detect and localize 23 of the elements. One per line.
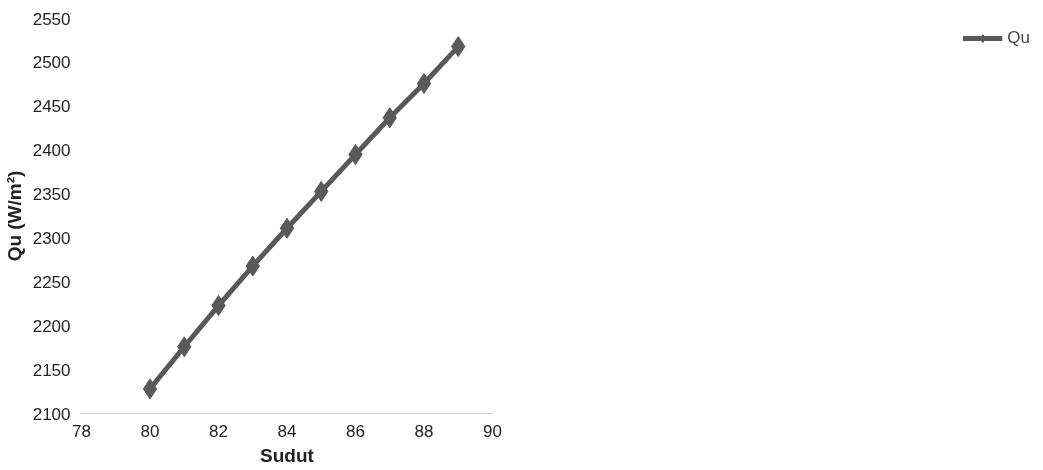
y-tick-label: 2300 [32,228,71,248]
x-tick-label: 82 [209,421,228,441]
y-tick-label: 2450 [32,97,71,117]
point [142,378,158,400]
y-tick-label: 2350 [32,185,71,205]
y-tick-label: 2500 [32,53,71,73]
y-tick-label: 2250 [32,272,71,292]
x-axis-title: Sudut [260,444,315,466]
x-tick-label: 86 [346,421,365,441]
x-tick-label: 78 [72,421,91,441]
point [416,72,432,94]
legend-label: Qu [1007,28,1030,48]
y-tick-label: 2100 [32,404,71,424]
x-tick-label: 80 [140,421,160,441]
y-tick-label: 2550 [32,9,71,29]
point [279,217,295,239]
y-tick-label: 2400 [32,141,71,161]
y-tick-label: 2200 [32,316,71,336]
x-tick-label: 88 [414,421,434,441]
y-tick-label: 2150 [32,360,71,380]
y-axis-title: Qu (W/m²) [3,170,25,262]
x-tick-label: 90 [483,421,502,441]
x-tick-label: 84 [277,421,297,441]
